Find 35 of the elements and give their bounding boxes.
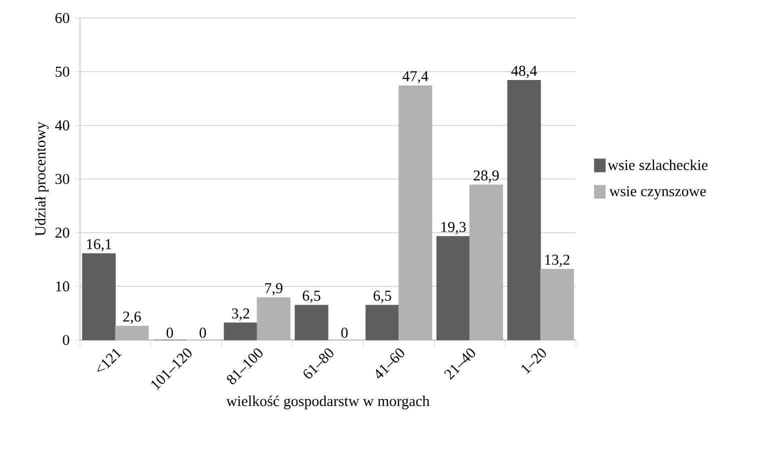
data-label: 28,9 [474,170,499,183]
data-label: 7,9 [265,283,282,296]
bar [256,297,290,340]
data-label: 0 [166,328,173,338]
data-label: 16,1 [87,239,112,252]
x-tick-label: 1–20 [522,348,546,374]
y-tick-label: 0 [62,334,70,346]
bar [224,322,258,340]
legend-label: wsie szlacheckie [608,160,708,170]
y-tick-label: 60 [55,12,70,24]
bar [436,236,470,340]
y-tick-label: 20 [55,228,70,238]
bar [115,326,149,340]
legend-label: wsie czynszowe [609,186,706,200]
data-label: 2,6 [123,312,141,324]
bar [507,80,541,340]
y-tick-label: 40 [55,120,70,130]
data-label: 6,5 [302,290,320,303]
data-label: 13,2 [545,254,570,267]
data-label: 3,2 [232,308,250,321]
data-label: 0 [200,328,206,338]
bar [82,253,116,340]
data-label: 47,4 [402,71,428,84]
y-axis-title: Udział procentowy [34,122,49,236]
y-tick-label: 50 [56,66,70,77]
y-tick-label: 30 [56,174,70,184]
data-label: 48,4 [511,66,537,78]
data-label: 6,5 [374,290,392,303]
x-tick-label: <121 [97,348,122,372]
data-label: 0 [341,328,348,338]
data-label: 19,3 [441,222,466,234]
bar [366,304,400,340]
bar [294,304,328,340]
y-tick-label: 10 [56,281,70,292]
x-axis-title: wielkość gospodarstw w morgach [226,396,430,410]
